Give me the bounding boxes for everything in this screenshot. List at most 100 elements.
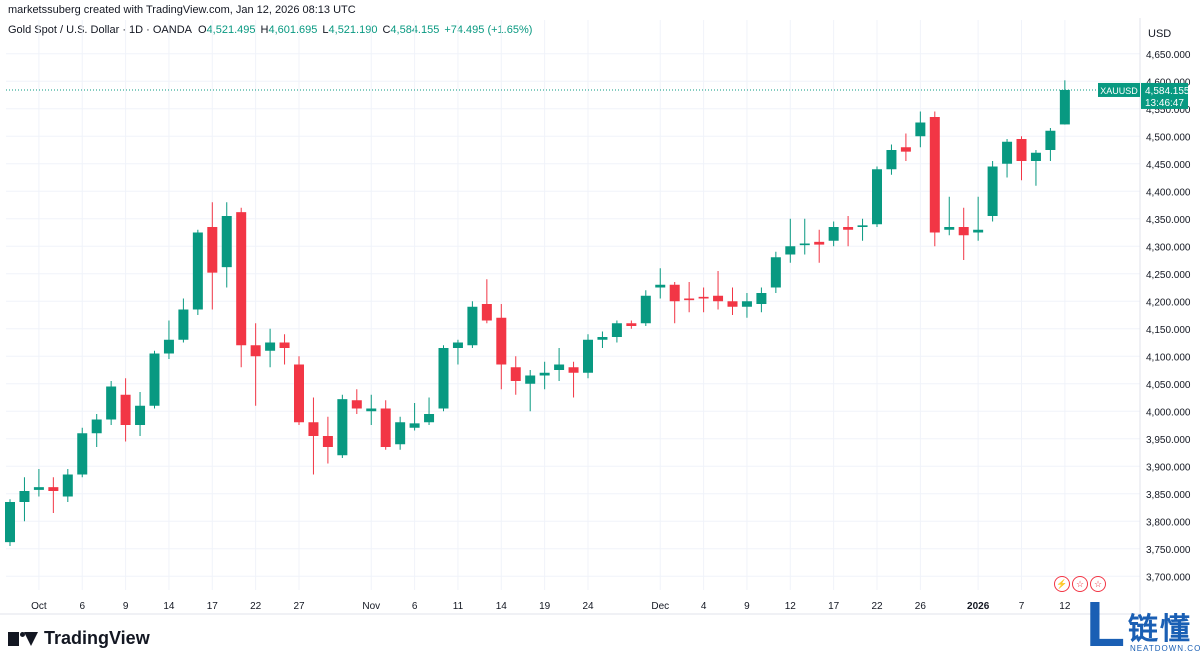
candle-body[interactable] — [395, 422, 406, 445]
candle-body[interactable] — [828, 227, 839, 241]
x-tick-label: 22 — [871, 601, 883, 612]
candle-body[interactable] — [1059, 89, 1070, 125]
candle-body[interactable] — [655, 284, 666, 288]
candle-body[interactable] — [467, 306, 478, 346]
candle-body[interactable] — [554, 364, 565, 371]
candle-body[interactable] — [5, 502, 15, 543]
candle-body[interactable] — [163, 339, 174, 354]
candle-body[interactable] — [149, 353, 160, 406]
candle-body[interactable] — [481, 304, 492, 321]
candle-body[interactable] — [221, 216, 232, 268]
candle-body[interactable] — [192, 232, 203, 310]
x-tick-label: 9 — [123, 601, 129, 612]
candle-body[interactable] — [915, 122, 926, 137]
candle-body[interactable] — [1002, 141, 1013, 164]
candle-body[interactable] — [207, 227, 218, 273]
candle-body[interactable] — [741, 301, 752, 307]
y-tick-label: 3,700.000 — [1146, 572, 1191, 583]
candle-body[interactable] — [62, 474, 73, 497]
candle-body[interactable] — [886, 150, 897, 170]
y-tick-label: 4,100.000 — [1146, 352, 1191, 363]
candle-body[interactable] — [250, 345, 261, 357]
candle-body[interactable] — [294, 364, 304, 423]
candle-body[interactable] — [698, 296, 709, 299]
candle-body[interactable] — [510, 367, 521, 381]
x-tick-label: 11 — [453, 601, 464, 612]
candle-body[interactable] — [872, 169, 882, 225]
candle-body[interactable] — [973, 229, 984, 233]
candle-body[interactable] — [814, 241, 825, 245]
candle-body[interactable] — [958, 227, 969, 236]
high-label: H — [260, 24, 269, 36]
candle-body[interactable] — [351, 400, 362, 409]
candle-body[interactable] — [1016, 139, 1027, 161]
currency-label[interactable]: USD — [1148, 28, 1172, 40]
candle-body[interactable] — [684, 298, 695, 301]
candle-body[interactable] — [424, 414, 435, 423]
candle-body[interactable] — [236, 212, 247, 346]
candle-body[interactable] — [120, 394, 131, 425]
candle-body[interactable] — [843, 227, 854, 230]
candle-body[interactable] — [640, 295, 651, 324]
candle-body[interactable] — [727, 301, 738, 307]
candle-body[interactable] — [322, 436, 333, 447]
candle-body[interactable] — [1030, 152, 1041, 161]
y-tick-label: 4,450.000 — [1146, 160, 1191, 171]
candle-body[interactable] — [987, 166, 998, 217]
candle-body[interactable] — [366, 408, 377, 412]
x-tick-label: Dec — [651, 601, 669, 612]
y-tick-label: 4,500.000 — [1146, 132, 1191, 143]
candle-body[interactable] — [669, 284, 680, 302]
candle-body[interactable] — [308, 422, 319, 436]
candle-body[interactable] — [452, 342, 463, 349]
candle-body[interactable] — [525, 375, 536, 384]
x-tick-label: 4 — [701, 601, 707, 612]
candle-body[interactable] — [265, 342, 276, 351]
candle-body[interactable] — [48, 487, 59, 491]
candle-body[interactable] — [857, 225, 868, 227]
symbol-title[interactable]: Gold Spot / U.S. Dollar · 1D · OANDA — [8, 24, 192, 36]
candle-body[interactable] — [77, 433, 88, 475]
candle-body[interactable] — [409, 423, 420, 428]
price-tag — [1141, 82, 1188, 109]
y-tick-label: 3,750.000 — [1146, 545, 1191, 556]
candle-body[interactable] — [380, 408, 391, 448]
candle-body[interactable] — [438, 348, 449, 409]
candle-body[interactable] — [626, 323, 637, 326]
candle-body[interactable] — [496, 317, 507, 365]
x-tick-label: 26 — [915, 601, 927, 612]
candle-body[interactable] — [337, 399, 348, 456]
candle-body[interactable] — [568, 367, 579, 373]
candle-body[interactable] — [597, 337, 608, 340]
x-tick-label: 6 — [79, 601, 85, 612]
candle-body[interactable] — [33, 487, 44, 490]
candle-body[interactable] — [785, 246, 796, 255]
candle-body[interactable] — [770, 257, 781, 288]
candle-body[interactable] — [279, 342, 290, 349]
candle-body[interactable] — [713, 295, 724, 302]
y-tick-label: 4,300.000 — [1146, 242, 1191, 253]
candle-body[interactable] — [19, 491, 30, 502]
candle-body[interactable] — [611, 323, 622, 337]
x-tick-label: 22 — [250, 601, 262, 612]
candle-body[interactable] — [1045, 130, 1056, 150]
candle-body[interactable] — [583, 339, 593, 373]
candle-body[interactable] — [756, 293, 767, 304]
candle-body[interactable] — [91, 419, 102, 434]
candle-body[interactable] — [178, 309, 189, 340]
tradingview-logo[interactable]: TradingView — [8, 628, 150, 649]
candle-body[interactable] — [106, 386, 117, 420]
candle-body[interactable] — [135, 405, 146, 425]
us-flag-icon[interactable]: ☆ — [1072, 576, 1088, 592]
us-flag-icon[interactable]: ☆ — [1090, 576, 1106, 592]
candle-body[interactable] — [539, 372, 550, 376]
change-value: +74.495 (+1.65%) — [444, 24, 533, 36]
candle-body[interactable] — [900, 147, 911, 152]
lightning-icon[interactable]: ⚡ — [1054, 576, 1070, 592]
candle-body[interactable] — [929, 117, 940, 233]
y-tick-label: 4,250.000 — [1146, 270, 1191, 281]
candle-body[interactable] — [799, 243, 810, 246]
tradingview-logo-icon — [8, 630, 38, 648]
candle-body[interactable] — [944, 227, 955, 230]
